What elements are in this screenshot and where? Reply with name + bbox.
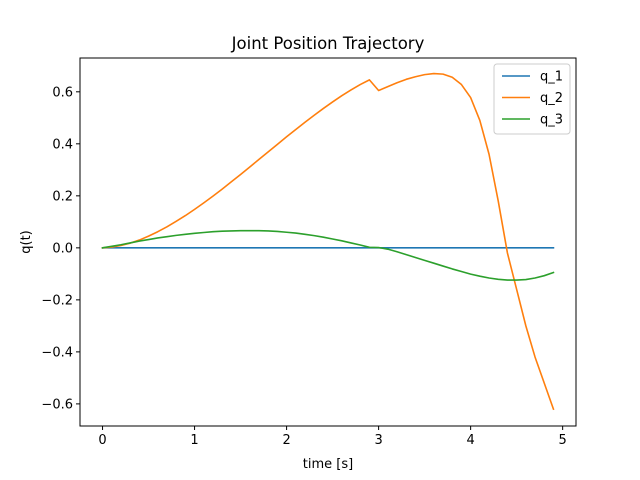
x-axis-label: time [s] (303, 457, 353, 472)
y-tick-label: 0.4 (52, 137, 73, 152)
legend-label-q_2: q_2 (540, 91, 563, 106)
y-tick-label: −0.6 (41, 397, 73, 412)
y-tick-label: 0.6 (52, 85, 73, 100)
x-tick-label: 2 (282, 433, 290, 448)
axes-frame (79, 57, 577, 427)
y-tick-label: 0.0 (52, 241, 73, 256)
series-line-q_2 (101, 72, 555, 411)
legend-label-q_1: q_1 (540, 70, 563, 85)
y-axis-ticks: −0.6 −0.4 −0.2 0.0 0.2 0.4 0.6 (41, 85, 80, 412)
x-axis-ticks: 0 1 2 3 4 5 (98, 426, 567, 448)
plot-area (79, 57, 577, 427)
y-tick-label: −0.2 (41, 293, 73, 308)
x-tick-label: 4 (466, 433, 474, 448)
legend-label-q_3: q_3 (540, 113, 563, 128)
series-line-q_3 (101, 229, 555, 281)
y-axis-label: q(t) (19, 230, 34, 254)
legend-box (493, 63, 571, 135)
chart-title: Joint Position Trajectory (231, 34, 425, 53)
x-tick-label: 1 (190, 433, 198, 448)
x-tick-label: 3 (374, 433, 382, 448)
y-tick-label: −0.4 (41, 345, 73, 360)
x-tick-label: 5 (559, 433, 567, 448)
y-tick-label: 0.2 (52, 189, 73, 204)
x-tick-label: 0 (98, 433, 106, 448)
legend: q_1 q_2 q_3 (493, 63, 571, 135)
